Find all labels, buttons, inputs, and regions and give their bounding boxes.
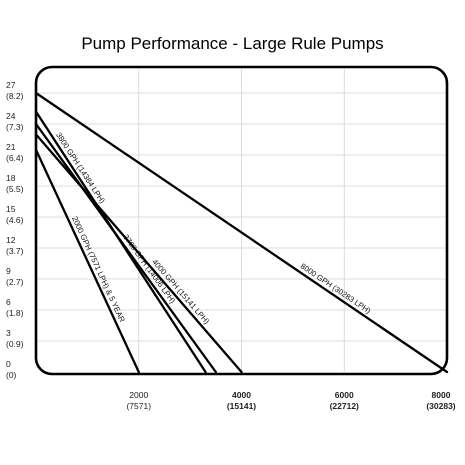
y-tick-label: 6 xyxy=(6,297,11,307)
series-line-2 xyxy=(34,110,207,374)
series-label-2: 3800 GPH (14384 LPH) xyxy=(54,131,107,206)
x-tick-label: 2000 xyxy=(129,390,148,400)
series-lines xyxy=(34,91,449,374)
x-tick-sublabel: (22712) xyxy=(330,401,359,411)
y-tick-sublabel: (0.9) xyxy=(6,339,24,349)
series-line-0 xyxy=(34,148,140,374)
y-tick-sublabel: (8.2) xyxy=(6,91,24,101)
y-tick-label: 18 xyxy=(6,173,16,183)
y-tick-label: 9 xyxy=(6,266,11,276)
series-line-3 xyxy=(34,133,243,374)
x-tick-sublabel: (7571) xyxy=(126,401,151,411)
plot-frame xyxy=(34,65,449,376)
y-tick-sublabel: (7.3) xyxy=(6,122,24,132)
x-tick-label: 4000 xyxy=(232,390,251,400)
y-tick-sublabel: (5.5) xyxy=(6,184,24,194)
y-tick-label: 12 xyxy=(6,235,16,245)
y-tick-label: 0 xyxy=(6,359,11,369)
series-label-4: 8000 GPH (30283 LPH) xyxy=(299,262,373,316)
series-line-4 xyxy=(34,91,449,374)
y-axis-ticks: 0(0) 3(0.9) 6(1.8) 9(2.7) 12(3.7) 15(4.6) 18(5… xyxy=(6,80,24,380)
series-label-3: 4000 GPH (15141 LPH) xyxy=(150,257,211,326)
x-tick-label: 8000 xyxy=(432,390,451,400)
x-tick-sublabel: (30283) xyxy=(426,401,455,411)
y-tick-label: 27 xyxy=(6,80,16,90)
y-tick-sublabel: (2.7) xyxy=(6,277,24,287)
y-tick-label: 24 xyxy=(6,111,16,121)
series-label-1: 3700 GPH (14006 LPH) xyxy=(121,233,177,306)
grid-lines xyxy=(37,69,446,372)
chart-title: Pump Performance - Large Rule Pumps xyxy=(81,34,384,53)
x-tick-label: 6000 xyxy=(335,390,354,400)
y-tick-sublabel: (1.8) xyxy=(6,308,24,318)
y-tick-sublabel: (4.6) xyxy=(6,215,24,225)
y-tick-label: 21 xyxy=(6,142,16,152)
y-tick-sublabel: (6.4) xyxy=(6,153,24,163)
x-tick-sublabel: (15141) xyxy=(227,401,256,411)
y-tick-sublabel: (3.7) xyxy=(6,246,24,256)
y-tick-sublabel: (0) xyxy=(6,370,17,380)
y-tick-label: 15 xyxy=(6,204,16,214)
y-tick-label: 3 xyxy=(6,328,11,338)
x-axis-ticks: 2000(7571) 4000(15141) 6000(22712) 8000(302… xyxy=(126,390,455,411)
